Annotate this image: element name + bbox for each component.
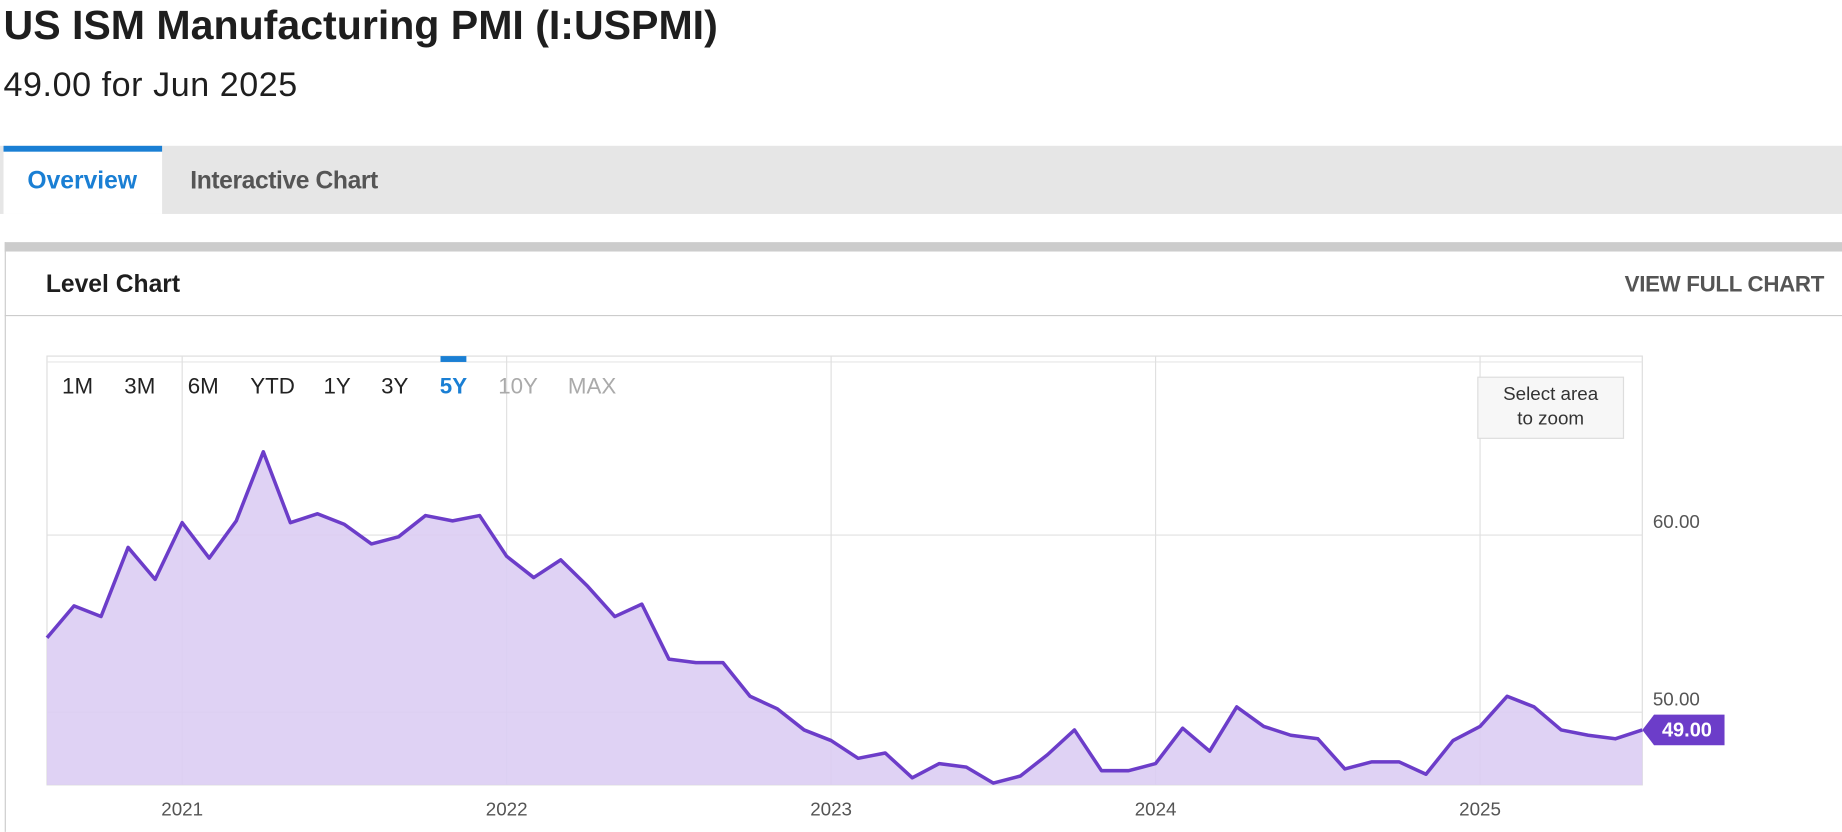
view-full-chart[interactable]: VIEW FULL CHART: [1625, 271, 1825, 296]
tab-active-indicator: [3, 145, 163, 152]
x-tick-label: 2022: [486, 799, 528, 820]
range-button[interactable]: 1Y: [324, 374, 351, 399]
range-button[interactable]: 10Y: [498, 374, 538, 399]
tab[interactable]: Interactive Chart: [190, 168, 378, 195]
tab-bar: [0, 145, 1842, 214]
y-tick-label: 50.00: [1653, 688, 1700, 709]
tab-active-bg[interactable]: [3, 145, 163, 214]
range-active-indicator: [440, 356, 467, 362]
range-button[interactable]: 3M: [124, 374, 155, 399]
x-tick-label: 2024: [1135, 799, 1177, 820]
x-tick-label: 2025: [1459, 799, 1501, 820]
zoom-hint: to zoom: [1517, 407, 1584, 428]
range-button[interactable]: MAX: [568, 374, 616, 399]
zoom-hint: Select area: [1503, 383, 1599, 404]
range-button[interactable]: 1M: [62, 374, 93, 399]
value-badge: [1642, 714, 1725, 746]
panel-title: Level Chart: [46, 271, 180, 298]
y-tick-label: 60.00: [1653, 511, 1700, 532]
line: [45, 450, 1643, 785]
x-tick-label: 2023: [810, 799, 852, 820]
value-label: 49.00: [1662, 719, 1712, 741]
range-button[interactable]: 6M: [188, 374, 219, 399]
page-subtitle: 49.00 for Jun 2025: [4, 66, 298, 104]
zoom-hint-box: [1477, 376, 1625, 439]
panel-top-border: [4, 242, 1842, 252]
tab[interactable]: Overview: [27, 168, 137, 195]
range-button[interactable]: 3Y: [381, 374, 408, 399]
page-title: US ISM Manufacturing PMI (I:USPMI): [4, 2, 718, 48]
area: [46, 451, 1643, 785]
x-tick-label: 2021: [161, 799, 203, 820]
range-button[interactable]: 5Y: [440, 374, 467, 399]
range-button[interactable]: YTD: [250, 374, 295, 399]
